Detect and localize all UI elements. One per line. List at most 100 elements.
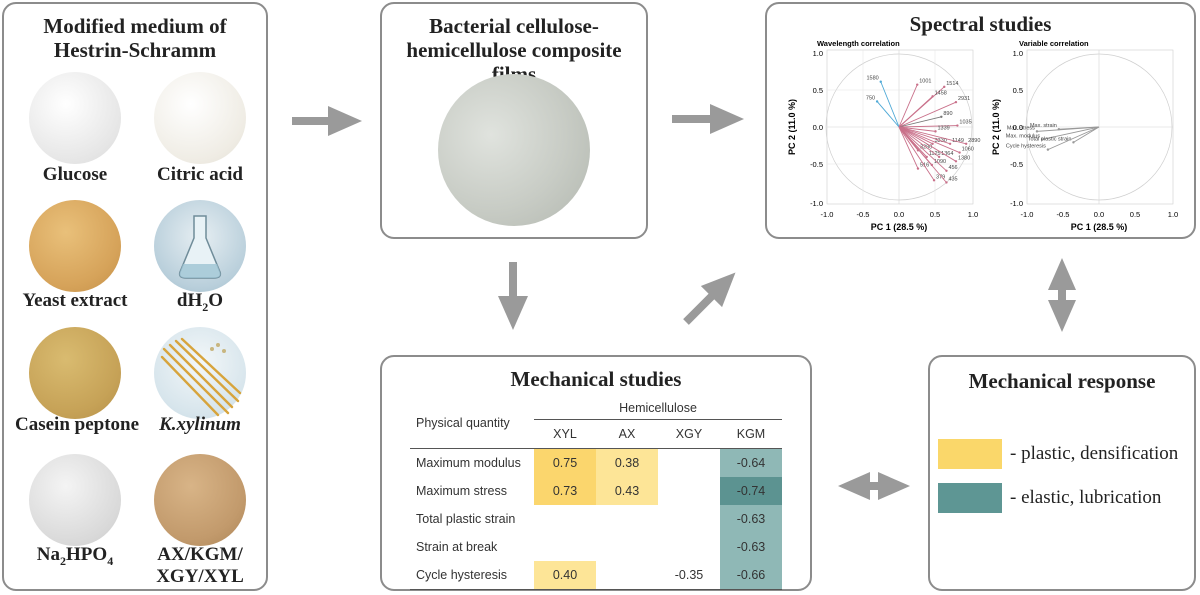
- plastic-legend-text: - plastic, densification: [1010, 443, 1179, 464]
- bacteria-icon: [160, 337, 242, 417]
- loading-point: [1046, 148, 1050, 151]
- medium-panel: Modified medium of Hestrin-Schramm Gluco…: [2, 2, 268, 591]
- row-label: Cycle hysteresis: [416, 568, 507, 582]
- spectral-plots: Wavelength correlation 1580 750 1001 1514 14…: [787, 39, 1178, 232]
- right-ytick-1: -0.5: [1010, 160, 1023, 169]
- right-ytick-4: 1.0: [1013, 49, 1023, 58]
- arrow-right-icon: [672, 104, 744, 134]
- loading-label: 1060: [962, 147, 974, 153]
- loading-point: [932, 179, 936, 182]
- loading-label: Max. modulus: [1006, 133, 1040, 139]
- arrow-bidirectional-vertical-icon: [1048, 258, 1076, 332]
- table-corner: Physical quantity: [416, 415, 510, 430]
- row-label: Maximum stress: [416, 484, 507, 498]
- loading-label: Max. strain: [1030, 123, 1057, 129]
- loading-point: [956, 124, 959, 127]
- na2hpo4-label: Na2HPO4: [36, 544, 114, 568]
- loading-vector: [898, 96, 933, 128]
- hemicellulose-label: AX/KGM/XGY/XYL: [156, 544, 244, 587]
- mechanical-panel: Mechanical studies Physical quantity Hem…: [380, 355, 812, 591]
- table-cell: 0.73: [534, 477, 596, 505]
- loading-vector: [898, 126, 967, 145]
- table-row: Cycle hysteresis 0.40 -0.35 -0.66: [410, 561, 782, 590]
- loading-label: Total plastic strain: [1028, 136, 1072, 142]
- glucose-label: Glucose: [42, 164, 108, 185]
- right-xtick-0: -1.0: [1021, 210, 1034, 219]
- table-cell: [596, 533, 658, 561]
- col-header: KGM: [736, 427, 766, 441]
- spectral-panel: Spectral studies Wavelength correlation …: [765, 2, 1196, 239]
- right-ytick-3: 0.5: [1013, 86, 1023, 95]
- k-xylinum-label: K.xylinum: [159, 414, 241, 435]
- table-group-header: Hemicellulose: [534, 397, 782, 420]
- table-cell: 0.43: [596, 477, 658, 505]
- table-cell: -0.63: [720, 533, 782, 561]
- loading-vector: [1047, 126, 1100, 151]
- table-cell: 0.38: [596, 448, 658, 477]
- loading-point: [879, 80, 882, 83]
- loading-vector: [898, 126, 960, 153]
- row-label: Total plastic strain: [416, 512, 516, 526]
- table-cell: [534, 533, 596, 561]
- loading-point: [934, 130, 937, 133]
- table-row: Maximum modulus 0.75 0.38 -0.64: [410, 448, 782, 478]
- left-ytick-2: 0.0: [813, 123, 823, 132]
- table-cell: -0.66: [720, 561, 782, 590]
- left-xlabel: PC 1 (28.5 %): [871, 222, 928, 232]
- loading-point: [940, 115, 943, 118]
- left-xtick-2: 0.0: [894, 210, 904, 219]
- response-title: Mechanical response: [968, 369, 1156, 393]
- col-header: AX: [618, 427, 636, 441]
- loading-label: 1339: [938, 125, 950, 131]
- table-row: Maximum stress 0.73 0.43 -0.74: [410, 477, 782, 505]
- citric-acid-image: [154, 72, 246, 164]
- table-cell: 0.40: [534, 561, 596, 590]
- right-xtick-2: 0.0: [1094, 210, 1104, 219]
- table-cell: [658, 477, 720, 505]
- loading-label: 2931: [958, 96, 970, 102]
- elastic-swatch: [938, 483, 1002, 513]
- loading-point: [964, 142, 968, 145]
- loading-point: [954, 160, 958, 163]
- na2hpo4-image: [29, 454, 121, 546]
- casein-peptone-label: Casein peptone: [15, 414, 140, 435]
- table-cell: -0.64: [720, 448, 782, 477]
- loading-point: [1072, 141, 1075, 144]
- table-cell: [596, 561, 658, 590]
- right-xlabel: PC 1 (28.5 %): [1071, 222, 1128, 232]
- right-xtick-4: 1.0: [1168, 210, 1178, 219]
- loading-label: Max. stress: [1007, 125, 1035, 131]
- left-xtick-0: -1.0: [821, 210, 834, 219]
- table-cell: [596, 505, 658, 533]
- loading-label: 1580: [867, 76, 879, 82]
- mechanical-title: Mechanical studies: [510, 367, 682, 391]
- loading-vector: [898, 126, 935, 181]
- table-cell: -0.63: [720, 505, 782, 533]
- table-cell: [658, 449, 720, 478]
- loading-label: 379: [936, 174, 945, 180]
- loading-point: [1040, 138, 1044, 141]
- loading-point: [943, 85, 946, 89]
- dh2o-image: [154, 200, 246, 292]
- films-title-line1: Bacterial cellulose-: [429, 14, 599, 38]
- row-label: Strain at break: [416, 540, 498, 554]
- left-ytick-0: -1.0: [810, 199, 823, 208]
- loading-label: 890: [943, 111, 952, 117]
- loading-point: [945, 181, 948, 184]
- loading-vector: [876, 101, 900, 128]
- loading-label: 1458: [935, 90, 947, 96]
- flask-icon: [178, 215, 222, 279]
- loading-label: 1380: [958, 155, 970, 161]
- loading-vector: [898, 84, 918, 128]
- right-subtitle: Variable correlation: [1019, 39, 1089, 48]
- k-xylinum-image: [154, 327, 246, 419]
- response-panel: Mechanical response - plastic, densifica…: [928, 355, 1196, 591]
- left-ytick-4: 1.0: [813, 49, 823, 58]
- loading-vector: [898, 126, 919, 169]
- loading-point: [916, 83, 919, 86]
- hemicellulose-image: [154, 454, 246, 546]
- loading-vector: [1041, 126, 1100, 140]
- loading-vector: [880, 81, 900, 128]
- loading-point: [931, 95, 934, 98]
